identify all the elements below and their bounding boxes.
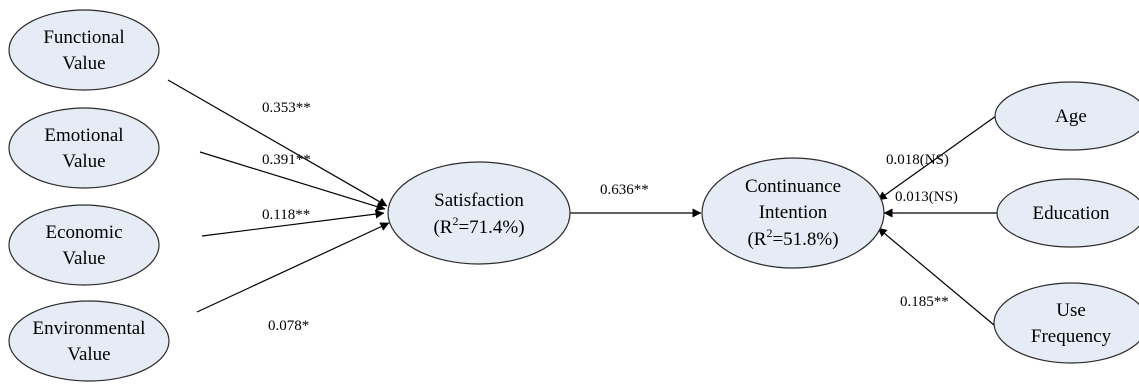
node-emotional-value-line2: Value <box>62 151 105 172</box>
edge-economic-to-satisfaction <box>201 209 385 237</box>
node-continuance-r2-prefix: (R <box>747 229 766 250</box>
node-age-label: Age <box>1055 106 1087 127</box>
edge-label-age: 0.018(NS) <box>886 152 949 168</box>
node-satisfaction: Satisfaction (R2=71.4%) <box>387 161 571 265</box>
node-continuance-line2: Intention <box>759 202 828 223</box>
edge-emotional-to-satisfaction <box>199 151 386 211</box>
edge-label-emotional: 0.391** <box>262 152 311 168</box>
node-continuance-r2: (R2=51.8%) <box>747 226 838 250</box>
node-education: Education <box>996 178 1139 248</box>
node-functional-value-line1: Functional <box>43 27 124 48</box>
node-economic-value: Economic Value <box>8 204 160 286</box>
node-satisfaction-line1: Satisfaction <box>434 190 524 211</box>
node-satisfaction-r2-value: =71.4%) <box>458 217 524 238</box>
node-environmental-value: Environmental Value <box>8 300 170 382</box>
edge-label-satisfaction-continuance: 0.636** <box>600 182 649 198</box>
node-emotional-value: Emotional Value <box>8 107 160 189</box>
node-environmental-value-line2: Value <box>67 344 110 365</box>
edge-label-environmental: 0.078* <box>268 318 309 334</box>
edge-environmental-to-satisfaction <box>196 222 390 313</box>
node-satisfaction-r2-prefix: (R <box>433 217 452 238</box>
node-functional-value-line2: Value <box>62 53 105 74</box>
edge-label-functional: 0.353** <box>262 100 311 116</box>
node-education-label: Education <box>1032 203 1110 224</box>
node-age: Age <box>994 81 1139 151</box>
edge-use-frequency-to-continuance <box>877 227 995 326</box>
node-emotional-value-line1: Emotional <box>44 125 123 146</box>
node-use-frequency-line2: Frequency <box>1031 326 1112 347</box>
node-continuance-r2-sup: 2 <box>766 226 772 240</box>
node-satisfaction-r2-sup: 2 <box>452 214 458 228</box>
node-functional-value: Functional Value <box>8 9 160 91</box>
node-use-frequency: Use Frequency <box>993 282 1139 364</box>
node-economic-value-line2: Value <box>62 248 105 269</box>
node-economic-value-line1: Economic <box>45 222 122 243</box>
edge-label-education: 0.013(NS) <box>895 189 958 205</box>
edge-label-use-frequency: 0.185** <box>900 294 949 310</box>
edge-age-to-continuance <box>877 115 997 201</box>
node-continuance-r2-value: =51.8%) <box>772 229 838 250</box>
edge-label-economic: 0.118** <box>262 207 310 223</box>
node-use-frequency-line1: Use <box>1056 300 1086 321</box>
node-satisfaction-r2: (R2=71.4%) <box>433 214 524 238</box>
edge-functional-to-satisfaction <box>167 79 388 207</box>
node-environmental-value-line1: Environmental <box>33 318 146 339</box>
node-continuance-line1: Continuance <box>745 176 841 197</box>
node-continuance-intention: Continuance Intention (R2=51.8%) <box>701 157 885 269</box>
